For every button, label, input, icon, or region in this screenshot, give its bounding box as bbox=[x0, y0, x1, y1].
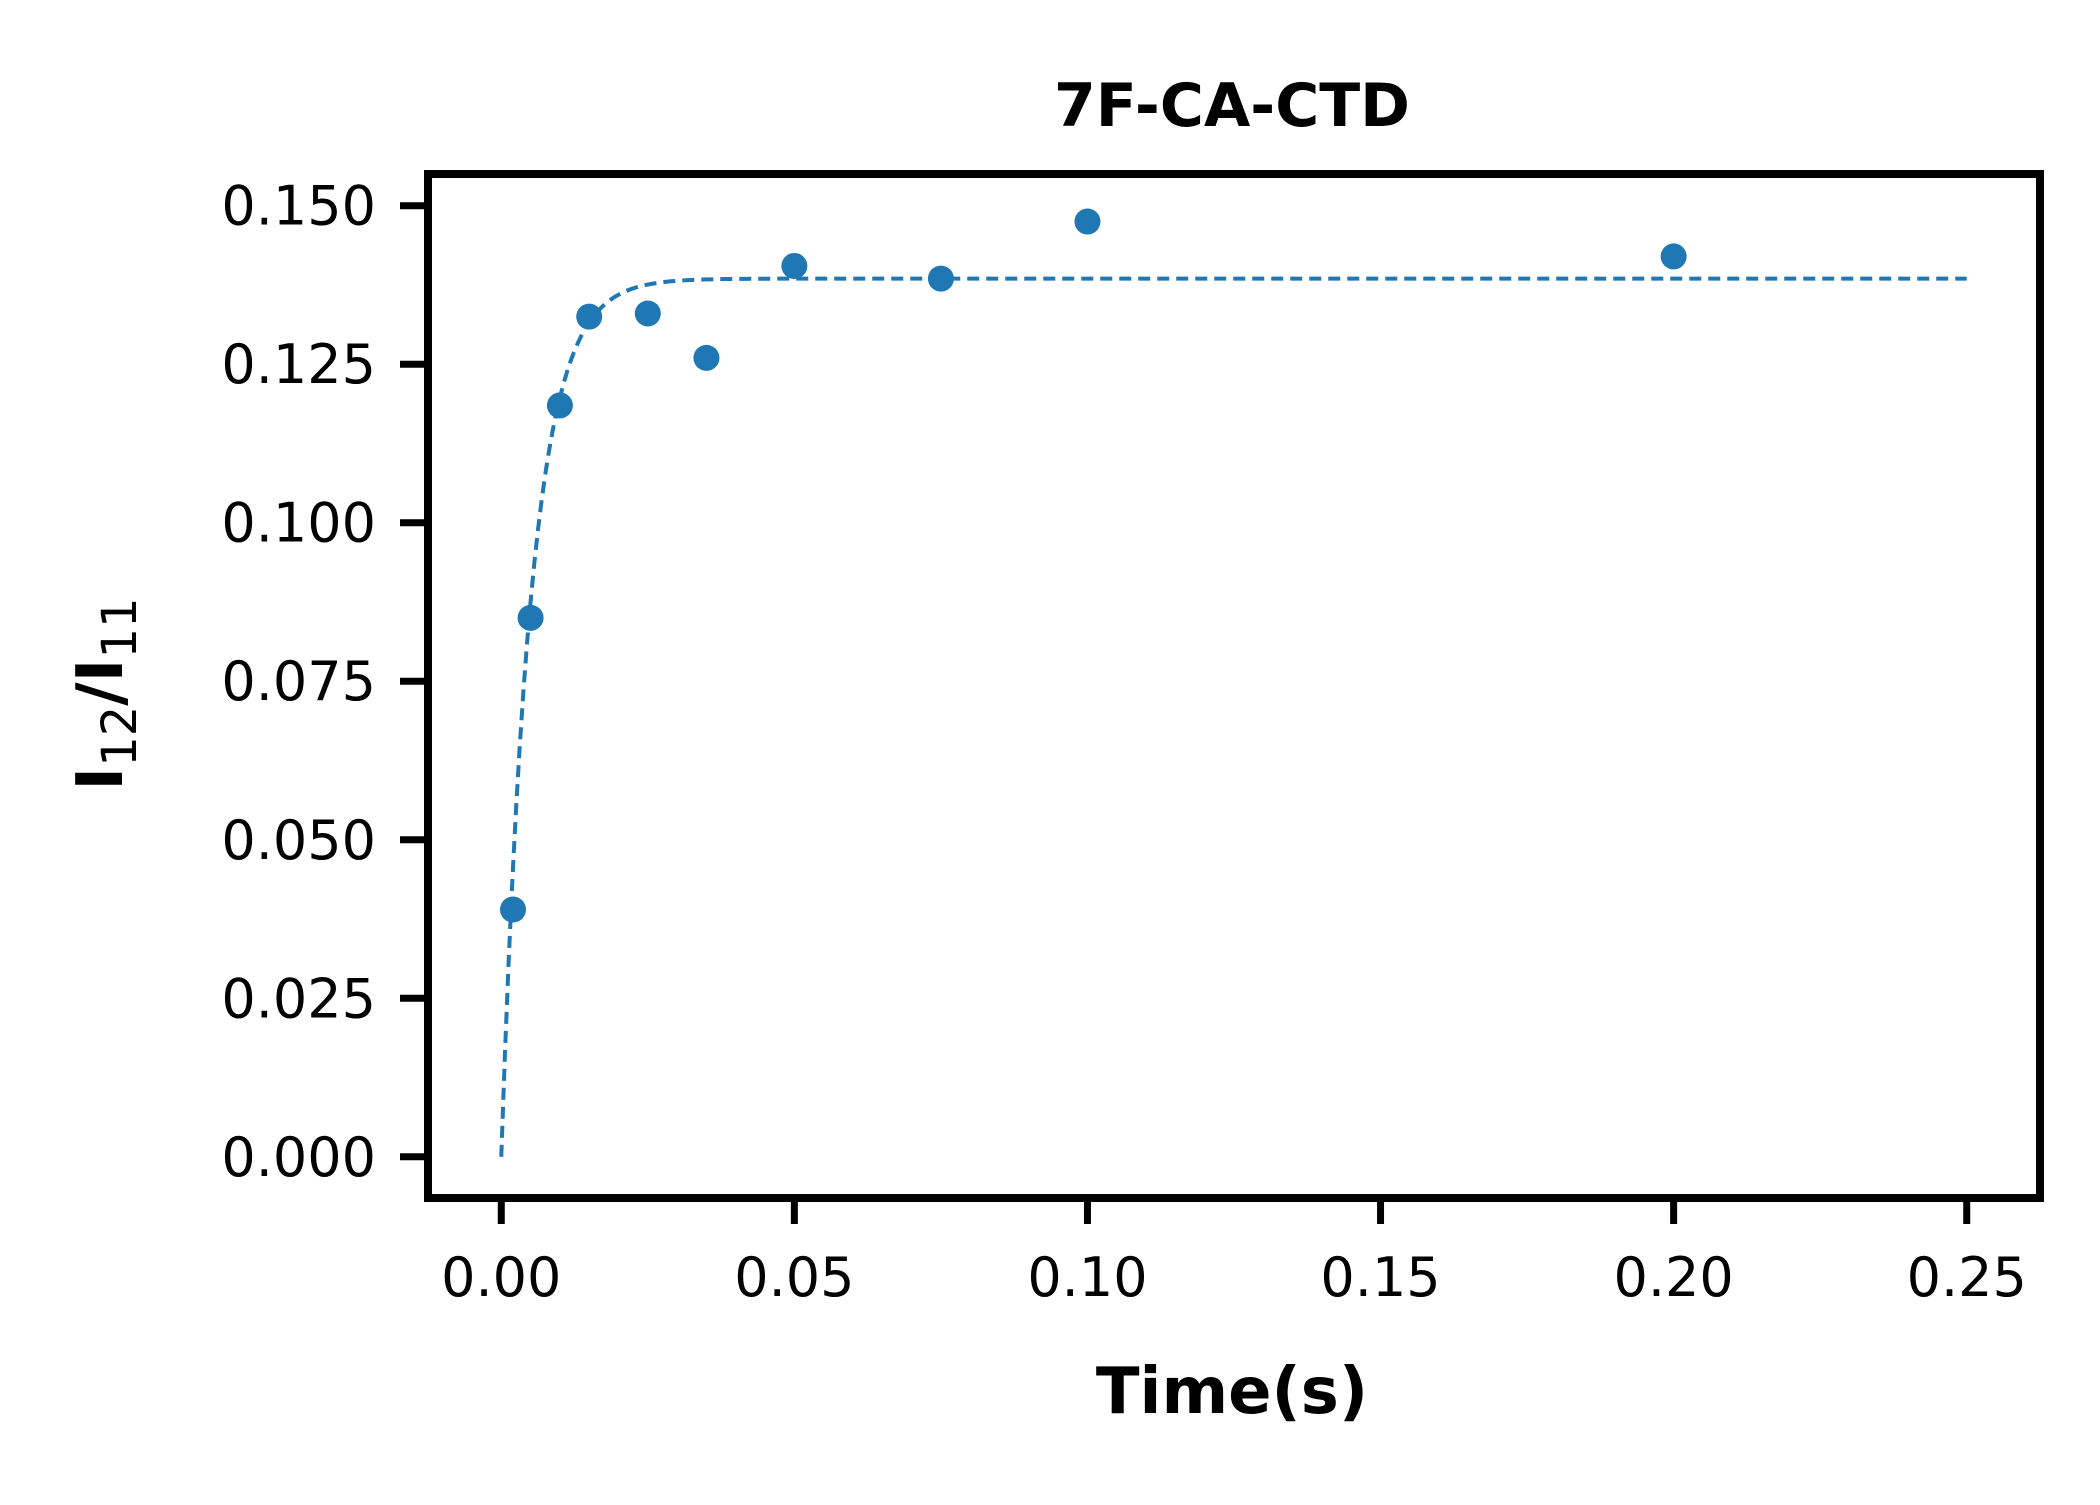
y-tick-label: 0.000 bbox=[221, 1126, 376, 1189]
data-point bbox=[781, 252, 808, 279]
data-point bbox=[693, 344, 720, 371]
chart-title: 7F-CA-CTD bbox=[1054, 71, 1410, 141]
data-points bbox=[499, 208, 1687, 923]
y-tick-label: 0.150 bbox=[221, 175, 376, 238]
data-point bbox=[576, 303, 603, 330]
data-point bbox=[546, 392, 573, 419]
x-axis-ticks: 0.00 0.05 0.10 0.15 0.20 0.25 bbox=[441, 1198, 2027, 1309]
y-axis-label-main: I bbox=[64, 767, 138, 791]
x-tick-label: 0.15 bbox=[1320, 1246, 1440, 1309]
data-point bbox=[1074, 208, 1101, 235]
x-tick-label: 0.20 bbox=[1614, 1246, 1734, 1309]
data-point bbox=[634, 300, 661, 327]
data-point bbox=[1660, 243, 1687, 270]
y-axis-ticks: 0.000 0.025 0.050 0.075 0.100 0.125 0.150 bbox=[221, 175, 428, 1189]
x-tick-label: 0.25 bbox=[1907, 1246, 2027, 1309]
y-tick-label: 0.075 bbox=[221, 650, 376, 713]
y-axis-label-sub2: 11 bbox=[92, 597, 148, 658]
data-point bbox=[517, 604, 544, 631]
x-tick-label: 0.05 bbox=[734, 1246, 854, 1309]
y-tick-label: 0.100 bbox=[221, 492, 376, 555]
fit-curve bbox=[499, 276, 1967, 1157]
data-point bbox=[499, 896, 526, 923]
y-axis-label-main2: I bbox=[64, 659, 138, 683]
plot-frame bbox=[424, 170, 2044, 1202]
y-tick-label: 0.125 bbox=[221, 333, 376, 396]
x-axis-label: Time(s) bbox=[1096, 1355, 1368, 1429]
y-tick-label: 0.025 bbox=[221, 967, 376, 1030]
data-point bbox=[927, 265, 954, 292]
y-axis-label-sub1: 12 bbox=[92, 706, 148, 767]
x-tick-label: 0.10 bbox=[1027, 1246, 1147, 1309]
y-tick-label: 0.050 bbox=[221, 809, 376, 872]
x-tick-label: 0.00 bbox=[441, 1246, 561, 1309]
y-axis-label-sep: / bbox=[64, 682, 138, 706]
y-axis-label: I12/I11 bbox=[64, 597, 148, 790]
